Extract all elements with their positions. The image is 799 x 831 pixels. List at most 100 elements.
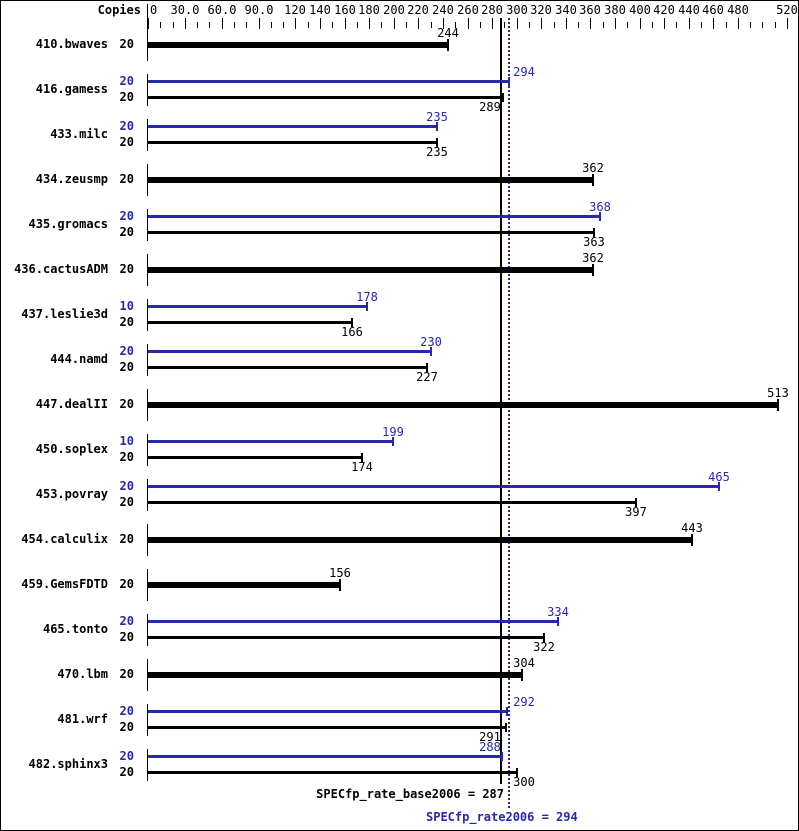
x-axis-label: 90.0 xyxy=(244,3,274,17)
base-reference-line xyxy=(500,18,502,784)
copies-value: 10 xyxy=(119,299,134,313)
copies-value: 20 xyxy=(119,720,134,734)
bar-value-label: 334 xyxy=(547,605,569,619)
bar-end-tick xyxy=(718,482,720,491)
bar-value-label: 227 xyxy=(416,370,438,384)
x-axis-tick xyxy=(615,18,616,29)
x-axis-label: 320 xyxy=(530,3,552,17)
x-axis-tick xyxy=(701,22,702,28)
copies-value: 20 xyxy=(119,262,134,276)
peak-rate-summary-label: SPECfp_rate2006 = 294 xyxy=(426,810,578,824)
left-axis-line xyxy=(147,479,148,511)
bar-value-label: 235 xyxy=(426,145,448,159)
x-axis-tick xyxy=(283,22,284,28)
x-axis-tick xyxy=(418,18,419,29)
x-axis-label: 440 xyxy=(678,3,700,17)
bar-end-tick xyxy=(635,498,637,507)
bar-end-tick xyxy=(426,363,428,372)
base-rate-summary-label: SPECfp_rate_base2006 = 287 xyxy=(316,787,504,801)
benchmark-label: 433.milc xyxy=(50,127,108,141)
x-axis-tick xyxy=(332,22,333,28)
base-bar xyxy=(148,42,448,48)
base-bar xyxy=(148,672,522,678)
bar-end-tick xyxy=(508,77,510,86)
left-axis-line xyxy=(147,4,148,29)
base-bar xyxy=(148,231,594,234)
copies-value: 20 xyxy=(119,315,134,329)
x-axis-tick xyxy=(713,18,714,29)
x-axis-tick xyxy=(381,22,382,28)
x-axis-tick xyxy=(443,18,444,29)
base-bar xyxy=(148,501,636,504)
x-axis-label: 520 xyxy=(776,3,798,17)
peak-bar xyxy=(148,485,719,488)
benchmark-label: 416.gamess xyxy=(35,82,108,96)
x-axis-tick xyxy=(529,22,530,28)
benchmark-label: 454.calculix xyxy=(21,532,108,546)
x-axis-tick xyxy=(578,22,579,28)
x-axis-label: 60.0 xyxy=(207,3,237,17)
bar-end-tick xyxy=(502,93,504,102)
benchmark-label: 410.bwaves xyxy=(35,37,108,51)
benchmark-label: 447.dealII xyxy=(35,397,108,411)
x-axis-label: 30.0 xyxy=(170,3,200,17)
x-axis-tick xyxy=(726,22,727,28)
copies-value: 20 xyxy=(119,209,134,223)
bar-value-label: 178 xyxy=(356,290,378,304)
x-axis-label: 280 xyxy=(481,3,503,17)
copies-value: 20 xyxy=(119,90,134,104)
peak-bar xyxy=(148,305,367,308)
base-bar xyxy=(148,366,427,369)
x-axis-tick xyxy=(517,18,518,29)
bar-end-tick xyxy=(599,212,601,221)
bar-value-label: 230 xyxy=(420,335,442,349)
x-axis-tick xyxy=(431,22,432,28)
x-axis-tick xyxy=(197,22,198,28)
x-axis-label: 380 xyxy=(604,3,626,17)
base-bar xyxy=(148,771,517,774)
bar-end-tick xyxy=(516,768,518,777)
benchmark-label: 437.leslie3d xyxy=(21,307,108,321)
peak-reference-line xyxy=(508,18,510,808)
copies-value: 20 xyxy=(119,667,134,681)
benchmark-label: 465.tonto xyxy=(42,622,108,636)
bar-end-tick xyxy=(501,752,503,761)
x-axis-tick xyxy=(259,18,260,29)
left-axis-line xyxy=(147,614,148,646)
x-axis-tick xyxy=(603,22,604,28)
x-axis-tick xyxy=(222,18,223,29)
copies-value: 20 xyxy=(119,135,134,149)
bar-value-label: 235 xyxy=(426,110,448,124)
left-axis-line xyxy=(147,29,148,61)
x-axis-tick xyxy=(295,18,296,29)
left-axis-line xyxy=(147,659,148,691)
bar-end-tick xyxy=(447,39,449,51)
bar-end-tick xyxy=(392,437,394,446)
peak-bar xyxy=(148,125,437,128)
x-axis-tick xyxy=(271,22,272,28)
x-axis-tick xyxy=(738,18,739,29)
x-axis-tick xyxy=(369,18,370,29)
x-axis-tick xyxy=(689,18,690,29)
copies-value: 20 xyxy=(119,614,134,628)
benchmark-label: 434.zeusmp xyxy=(35,172,108,186)
peak-bar xyxy=(148,710,507,713)
bar-value-label: 289 xyxy=(479,100,501,114)
bar-end-tick xyxy=(777,399,779,411)
x-axis-tick xyxy=(345,18,346,29)
peak-bar xyxy=(148,350,431,353)
x-axis-tick xyxy=(762,22,763,28)
benchmark-label: 481.wrf xyxy=(57,712,108,726)
x-axis-label: 360 xyxy=(579,3,601,17)
base-bar xyxy=(148,582,340,588)
x-axis-tick xyxy=(504,22,505,28)
copies-value: 20 xyxy=(119,765,134,779)
x-axis-tick xyxy=(406,22,407,28)
x-axis-tick xyxy=(148,18,149,29)
bar-end-tick xyxy=(339,579,341,591)
left-axis-line xyxy=(147,704,148,736)
x-axis-label: 340 xyxy=(555,3,577,17)
left-axis-line xyxy=(147,389,148,421)
bar-value-label: 304 xyxy=(513,656,535,670)
